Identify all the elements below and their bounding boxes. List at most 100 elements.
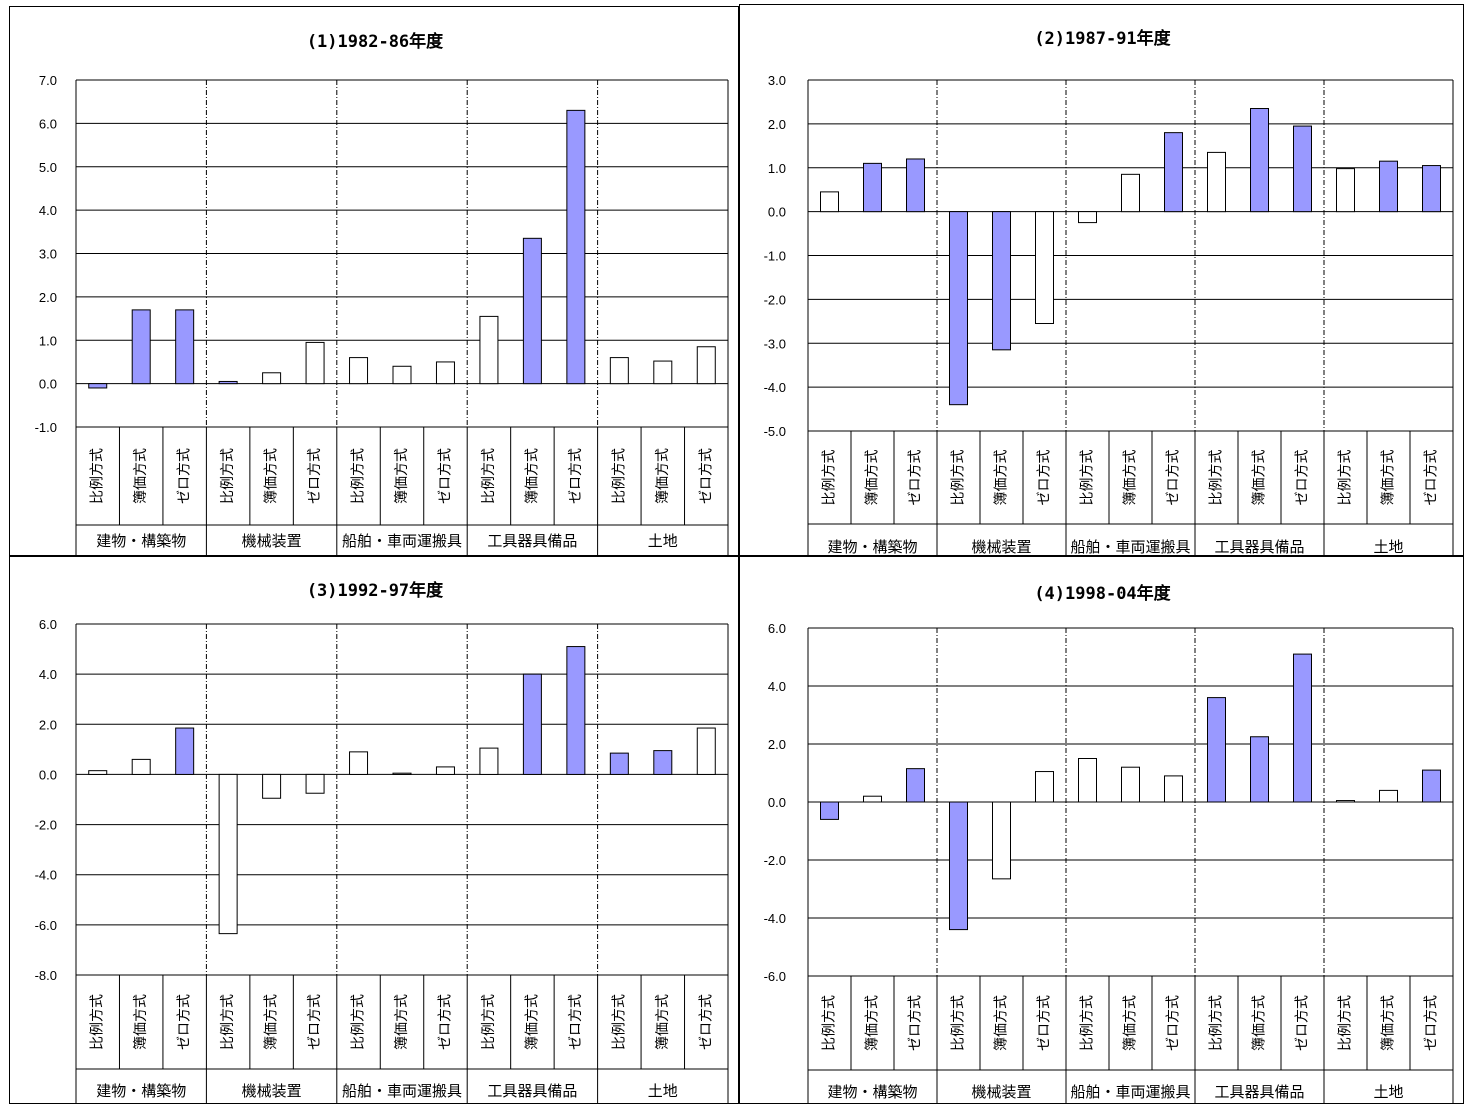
x-category-label: 簿価方式: [865, 450, 881, 506]
bar-3-0: [479, 315, 499, 385]
y-tick-label: -8.0: [35, 968, 57, 983]
x-category-label: 比例方式: [90, 448, 106, 504]
x-category-label: 比例方式: [822, 995, 838, 1051]
y-tick-label: 4.0: [39, 667, 57, 682]
x-category-label: 簿価方式: [655, 448, 671, 504]
bar-3-1: [1250, 108, 1269, 213]
bar-3-0: [1207, 151, 1226, 213]
x-category-label: ゼロ方式: [908, 450, 924, 506]
bar-3-2: [566, 109, 586, 385]
y-tick-label: 6.0: [768, 621, 786, 636]
bar-4-0: [1336, 168, 1355, 213]
x-category-label: 比例方式: [822, 450, 838, 506]
x-category-label: 簿価方式: [133, 448, 149, 504]
bar-4-2: [696, 727, 716, 775]
x-category-label: 簿価方式: [264, 448, 280, 504]
group-label: 機械装置: [242, 532, 302, 550]
x-category-label: 比例方式: [1080, 995, 1096, 1051]
bar-1-2: [1035, 211, 1054, 325]
group-label: 工具器具備品: [1214, 1083, 1304, 1101]
y-tick-label: 5.0: [39, 160, 57, 175]
x-category-label: ゼロ方式: [1295, 450, 1311, 506]
x-category-label: 簿価方式: [655, 994, 671, 1050]
bar-1-0: [218, 773, 238, 935]
bar-1-0: [949, 211, 968, 406]
bar-2-0: [349, 751, 369, 775]
bar-2-0: [1078, 211, 1097, 224]
chart-title: (2)1987-91年度: [1034, 28, 1171, 49]
x-category-label: 簿価方式: [133, 994, 149, 1050]
group-label: 機械装置: [242, 1082, 302, 1100]
chart-panel-1982-86: (1)1982-86年度 7.0 6.0 5.0 4.0 3.0 2.0 1.0 0.0 -1.0…: [9, 6, 739, 556]
x-category-label: 比例方式: [1338, 995, 1354, 1051]
y-tick-label: -4.0: [764, 911, 786, 926]
group-label: 建物・構築物: [96, 1082, 186, 1100]
x-category-label: ゼロ方式: [177, 994, 193, 1050]
bar-0-2: [906, 768, 925, 803]
y-tick-label: 1.0: [39, 333, 57, 348]
x-category-label: 簿価方式: [1381, 995, 1397, 1051]
bar-1-1: [992, 211, 1011, 351]
bar-1-2: [305, 341, 325, 385]
bar-2-1: [392, 365, 412, 385]
bar-2-2: [1164, 132, 1183, 213]
bar-0-0: [820, 191, 839, 213]
x-category-label: ゼロ方式: [437, 994, 453, 1050]
bar-3-2: [1293, 653, 1312, 803]
bar-1-0: [949, 801, 968, 931]
y-tick-label: 4.0: [39, 203, 57, 218]
x-category-label: 簿価方式: [994, 995, 1010, 1051]
y-tick-label: 2.0: [39, 290, 57, 305]
y-tick-label: 0.0: [768, 795, 786, 810]
x-category-label: ゼロ方式: [1037, 995, 1053, 1051]
y-tick-label: -4.0: [35, 868, 57, 883]
x-category-label: ゼロ方式: [437, 448, 453, 504]
bar-3-1: [1250, 736, 1269, 803]
bar-0-1: [131, 758, 151, 775]
x-category-label: 比例方式: [351, 994, 367, 1050]
x-category-label: ゼロ方式: [1424, 450, 1440, 506]
x-category-label: ゼロ方式: [1295, 995, 1311, 1051]
group-label: 機械装置: [971, 1083, 1031, 1101]
group-label: 工具器具備品: [487, 532, 577, 550]
bar-0-2: [175, 309, 195, 385]
x-category-label: 比例方式: [481, 448, 497, 504]
bar-2-1: [392, 772, 412, 775]
y-tick-label: -3.0: [764, 336, 786, 351]
bar-3-1: [522, 237, 542, 385]
bar-0-0: [88, 383, 108, 389]
bar-1-1: [262, 372, 282, 385]
y-tick-label: -6.0: [35, 918, 57, 933]
x-category-label: ゼロ方式: [568, 994, 584, 1050]
bar-2-2: [435, 766, 455, 775]
bar-1-0: [218, 380, 238, 385]
bar-1-2: [1035, 771, 1054, 803]
x-category-label: 簿価方式: [1123, 995, 1139, 1051]
chart-title: (1)1982-86年度: [307, 31, 444, 52]
group-label: 建物・構築物: [96, 532, 186, 550]
x-category-label: 比例方式: [951, 450, 967, 506]
bar-4-2: [696, 346, 716, 385]
group-label: 土地: [1373, 1083, 1403, 1101]
y-tick-label: 2.0: [768, 737, 786, 752]
x-category-label: 簿価方式: [1123, 450, 1139, 506]
bar-0-2: [175, 727, 195, 775]
y-tick-label: 3.0: [768, 73, 786, 88]
bar-4-2: [1422, 165, 1441, 213]
bar-0-0: [88, 770, 108, 775]
x-category-label: ゼロ方式: [698, 994, 714, 1050]
y-tick-label: 7.0: [39, 73, 57, 88]
x-category-label: ゼロ方式: [1166, 450, 1182, 506]
x-category-label: ゼロ方式: [908, 995, 924, 1051]
bar-4-1: [653, 360, 673, 385]
chart-svg: (4)1998-04年度 6.0 4.0 2.0 0.0 -2.0 -4.0 -6.0 比例方式…: [764, 583, 1454, 1103]
bar-1-1: [992, 801, 1011, 880]
bar-4-0: [1336, 800, 1355, 803]
x-category-label: 比例方式: [481, 994, 497, 1050]
x-category-label: ゼロ方式: [177, 448, 193, 504]
y-tick-label: -1.0: [35, 420, 57, 435]
x-category-label: 比例方式: [1209, 995, 1225, 1051]
chart-svg: (2)1987-91年度 3.0 2.0 1.0 0.0 -1.0 -2.0 -3.0 -4.0…: [764, 28, 1454, 555]
bar-3-1: [522, 673, 542, 775]
bar-2-0: [349, 357, 369, 385]
